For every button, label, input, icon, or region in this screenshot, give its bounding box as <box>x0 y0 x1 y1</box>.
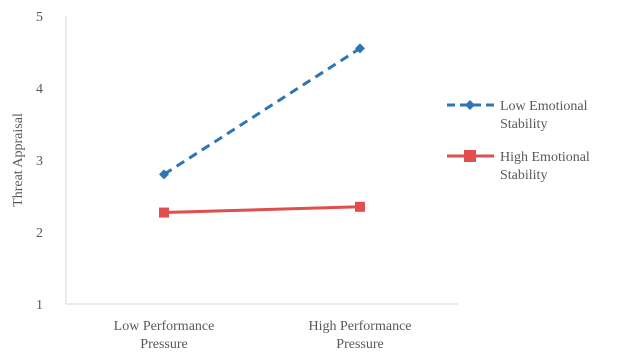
legend-marker <box>465 100 475 110</box>
x-axis: Low Performance Pressure High Performance P… <box>66 303 458 352</box>
y-axis-title: Threat Appraisal <box>11 113 26 207</box>
legend-label: High Emotional Stability <box>500 150 590 183</box>
data-point <box>159 169 169 180</box>
legend-item-2: High Emotional Stability <box>447 150 590 183</box>
series-1 <box>159 43 365 180</box>
data-point <box>355 201 365 212</box>
legend-label: Low Emotional Stability <box>500 99 588 132</box>
y-axis: 1 2 3 4 5 Threat Appraisal <box>11 10 67 313</box>
y-tick-label: 5 <box>36 10 43 25</box>
series-2 <box>159 201 365 218</box>
y-tick-label: 3 <box>36 154 43 169</box>
data-point <box>159 207 169 218</box>
y-tick-label: 1 <box>36 298 43 313</box>
x-tick-label: High Performance Pressure <box>308 319 411 352</box>
series-layer <box>159 43 365 218</box>
series-line <box>163 47 361 176</box>
y-tick-label: 2 <box>36 226 43 241</box>
data-point <box>355 43 365 54</box>
legend-item-1: Low Emotional Stability <box>447 99 588 132</box>
x-tick-label: Low Performance Pressure <box>114 319 215 352</box>
y-tick-label: 4 <box>36 82 43 97</box>
legend-marker <box>464 150 476 162</box>
series-line <box>163 205 361 215</box>
legend: Low Emotional Stability High Emotional Stab… <box>447 99 590 183</box>
